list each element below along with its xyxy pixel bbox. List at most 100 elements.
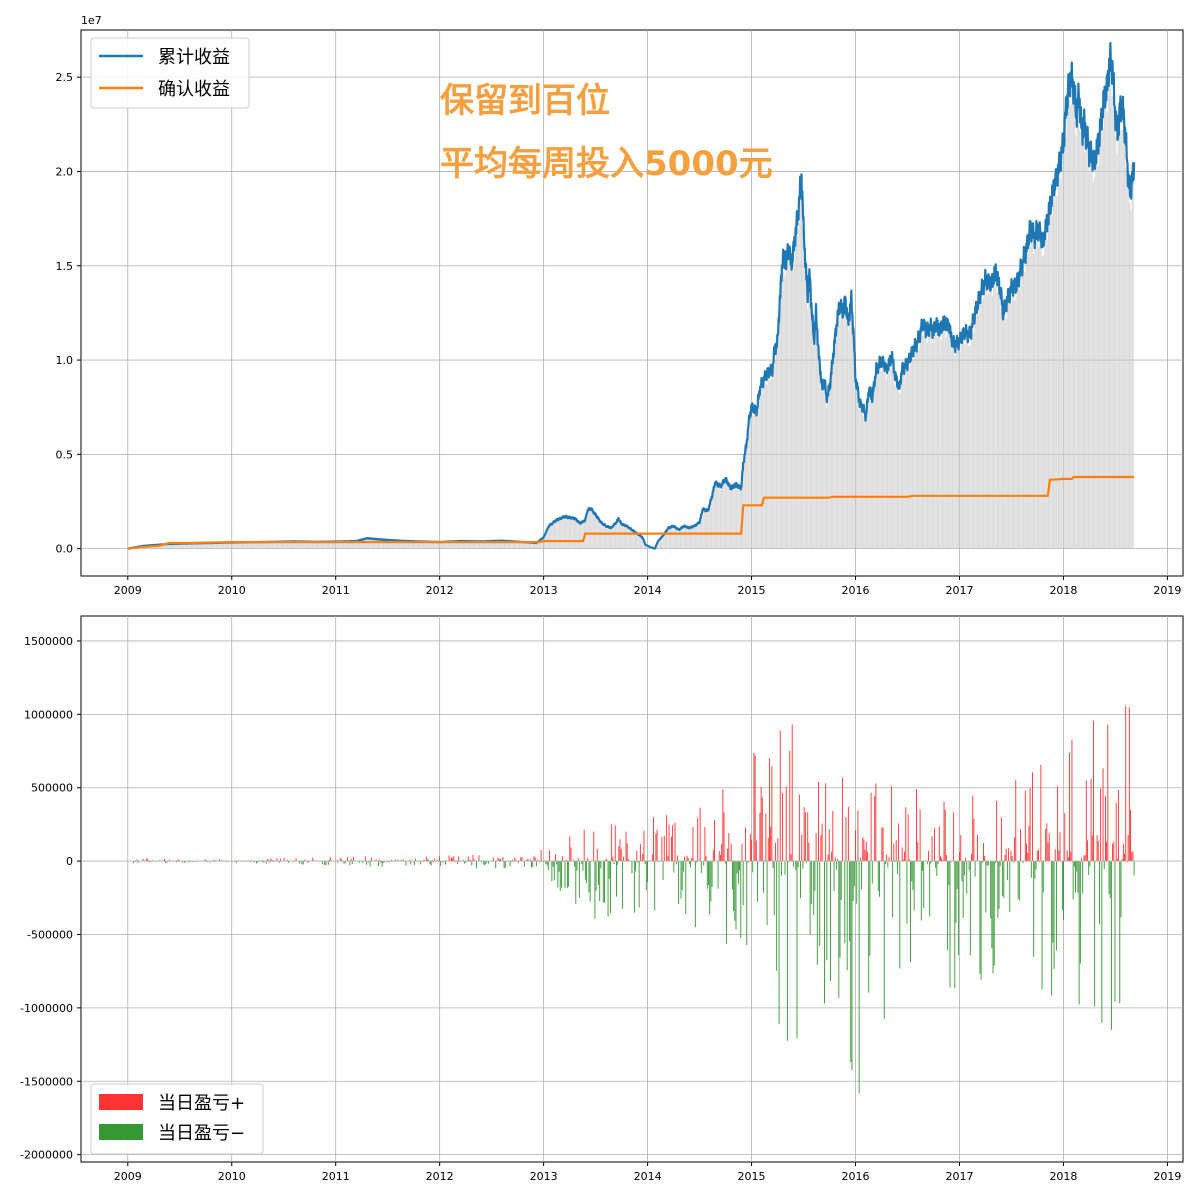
bar-negative: [557, 861, 559, 888]
bar-negative: [849, 861, 851, 942]
bar-negative: [189, 861, 191, 862]
bar-negative: [503, 861, 505, 868]
bar-positive: [529, 859, 531, 862]
bar-positive: [847, 807, 849, 862]
bar-negative: [910, 861, 911, 963]
bar-negative: [858, 861, 860, 1094]
bar-positive: [1054, 849, 1056, 862]
bar-positive: [147, 858, 149, 862]
bar-positive: [534, 857, 536, 862]
bar-negative: [1051, 861, 1053, 996]
bar-negative: [495, 861, 497, 869]
bar-positive: [655, 833, 657, 862]
bar-positive: [1090, 778, 1092, 862]
top-y-tick-label: 2.0: [56, 165, 74, 178]
bar-positive: [977, 834, 978, 862]
bar-negative: [250, 861, 252, 863]
bar-negative: [1133, 861, 1135, 876]
bar-negative: [607, 861, 609, 917]
bar-negative: [840, 861, 842, 901]
bar-negative: [1053, 861, 1055, 969]
bar-negative: [778, 861, 780, 1025]
bar-negative: [613, 861, 615, 865]
bar-negative: [442, 861, 444, 863]
bar-negative: [913, 861, 915, 911]
bar-negative: [814, 861, 816, 891]
bar-positive: [1121, 858, 1123, 862]
bottom-tick-labels: 2009 2010 2011 2012 2013 2014 2015 2016 2017 2018…: [20, 635, 1181, 1183]
bar-positive: [312, 857, 314, 862]
bar-negative: [288, 861, 290, 863]
bar-positive: [276, 858, 278, 862]
bar-positive: [162, 860, 164, 862]
bar-positive: [1087, 840, 1088, 862]
bar-positive: [1011, 855, 1013, 862]
bar-negative: [307, 861, 309, 864]
bar-positive: [544, 860, 546, 862]
bar-negative: [788, 861, 790, 863]
bar-positive: [663, 836, 665, 862]
bar-positive: [451, 857, 452, 862]
bar-positive: [867, 852, 868, 862]
bar-negative: [299, 861, 301, 864]
bar-negative: [999, 861, 1001, 867]
bar-positive: [1102, 768, 1104, 862]
bar-positive: [1036, 850, 1038, 862]
bar-positive: [971, 853, 972, 862]
bar-negative: [1006, 861, 1008, 881]
bar-positive: [686, 855, 688, 862]
bar-negative: [1052, 861, 1054, 943]
bar-positive: [641, 859, 642, 862]
bar-negative: [735, 861, 737, 930]
bar-positive: [569, 836, 571, 862]
bar-positive: [718, 851, 720, 862]
bar-negative: [1082, 861, 1084, 894]
bar-negative: [922, 861, 923, 871]
bar-negative: [914, 861, 916, 862]
bottom-legend: 当日盈亏+ 当日盈亏−: [90, 1083, 264, 1155]
bottom-y-tick-label: -1000000: [20, 1002, 73, 1015]
bar-positive: [785, 786, 787, 862]
bar-positive: [540, 850, 542, 862]
bar-positive: [168, 859, 170, 862]
bar-negative: [1039, 861, 1041, 863]
bar-negative: [433, 861, 434, 862]
legend-label-negative: 当日盈亏−: [158, 1123, 245, 1144]
bar-positive: [828, 828, 830, 862]
bar-positive: [1064, 813, 1066, 862]
bar-positive: [888, 856, 890, 862]
bar-negative: [325, 861, 327, 866]
top-x-tick-label: 2014: [634, 584, 662, 597]
bar-positive: [1067, 857, 1069, 862]
bar-negative: [633, 861, 635, 913]
bottom-x-tick-label: 2010: [218, 1170, 246, 1183]
bar-negative: [736, 861, 738, 874]
bar-negative: [979, 861, 981, 974]
bar-positive: [857, 810, 859, 862]
bar-negative: [187, 861, 189, 863]
bar-negative: [1109, 861, 1111, 899]
bar-positive: [570, 847, 572, 862]
bar-positive: [1058, 850, 1060, 862]
bar-negative: [998, 861, 1000, 910]
bar-negative: [343, 861, 345, 864]
bar-positive: [303, 859, 305, 862]
bar-positive: [1004, 854, 1006, 862]
bar-negative: [1108, 861, 1110, 895]
bar-negative: [351, 861, 353, 865]
bar-negative: [615, 861, 617, 897]
bottom-y-tick-label: 500000: [31, 782, 73, 795]
bar-positive: [533, 856, 535, 862]
bar-negative: [708, 861, 709, 886]
bar-positive: [1059, 832, 1061, 862]
bar-positive: [502, 856, 504, 862]
legend-label-cumulative: 累计收益: [158, 47, 230, 68]
bar-positive: [427, 859, 428, 862]
bar-negative: [366, 861, 368, 865]
bar-positive: [704, 827, 706, 862]
bar-negative: [694, 861, 696, 928]
bar-negative: [476, 861, 478, 869]
bar-negative: [883, 861, 885, 1019]
bar-positive: [832, 811, 834, 862]
bar-negative: [1012, 861, 1014, 863]
